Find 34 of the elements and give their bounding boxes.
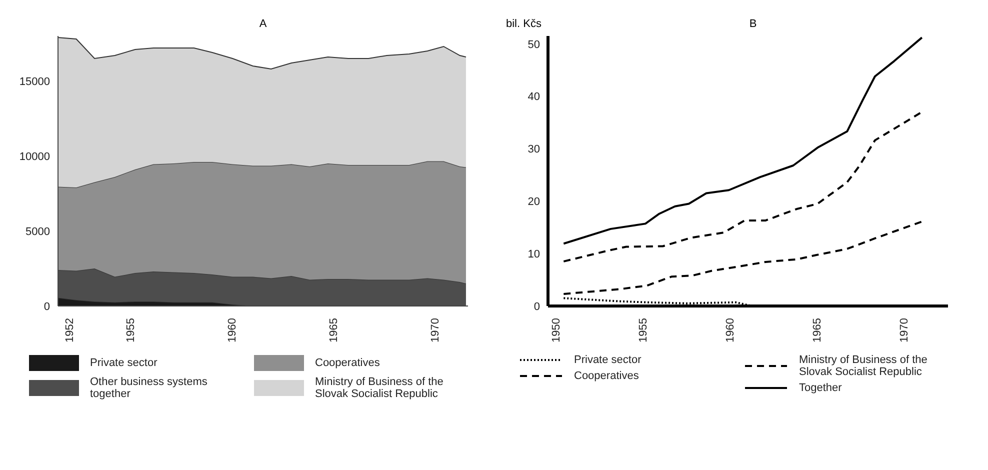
x-tick-label: 1960 [226, 318, 239, 342]
legend-label: Ministry of Business of the Slovak Socialist Republic [315, 376, 444, 400]
x-tick-label: 1970 [898, 318, 911, 342]
x-tick-label: 1960 [724, 318, 737, 342]
y-axis-title: bil. Kčs [506, 18, 542, 30]
legend-label: Other business systems together [90, 376, 208, 400]
y-tick-label: 0 [534, 300, 540, 313]
x-tick-label: 1965 [812, 318, 824, 342]
y-tick-label: 5000 [26, 226, 50, 238]
legend-label: Private sector [90, 357, 158, 369]
y-tick-label: 10 [528, 248, 540, 260]
line-series [562, 111, 923, 262]
y-tick-label: 10000 [19, 150, 50, 163]
x-tick-label: 1965 [328, 318, 340, 342]
legend-label: Ministry of Business of the Slovak Socialist Republic [799, 354, 928, 378]
chart-title: B [748, 18, 758, 30]
x-tick-label: 1955 [638, 318, 650, 342]
x-tick-label: 1955 [125, 318, 138, 342]
y-tick-label: 30 [528, 144, 540, 156]
legend-label: Together [799, 382, 842, 394]
y-tick-label: 50 [528, 38, 540, 51]
y-tick-label: 20 [528, 196, 540, 208]
x-tick-label: 1970 [430, 318, 442, 342]
x-tick-label: 1950 [550, 318, 563, 342]
y-tick-label: 0 [44, 300, 50, 313]
legend-label: Cooperatives [574, 370, 639, 382]
legend-label: Private sector [574, 354, 642, 366]
y-tick-label: 40 [528, 91, 540, 104]
line-series [562, 220, 923, 295]
line-series [562, 36, 923, 245]
legend-label: Cooperatives [315, 357, 380, 369]
chart-title: A [258, 18, 268, 30]
y-tick-label: 15000 [19, 76, 50, 88]
x-tick-label: 1952 [64, 318, 76, 342]
